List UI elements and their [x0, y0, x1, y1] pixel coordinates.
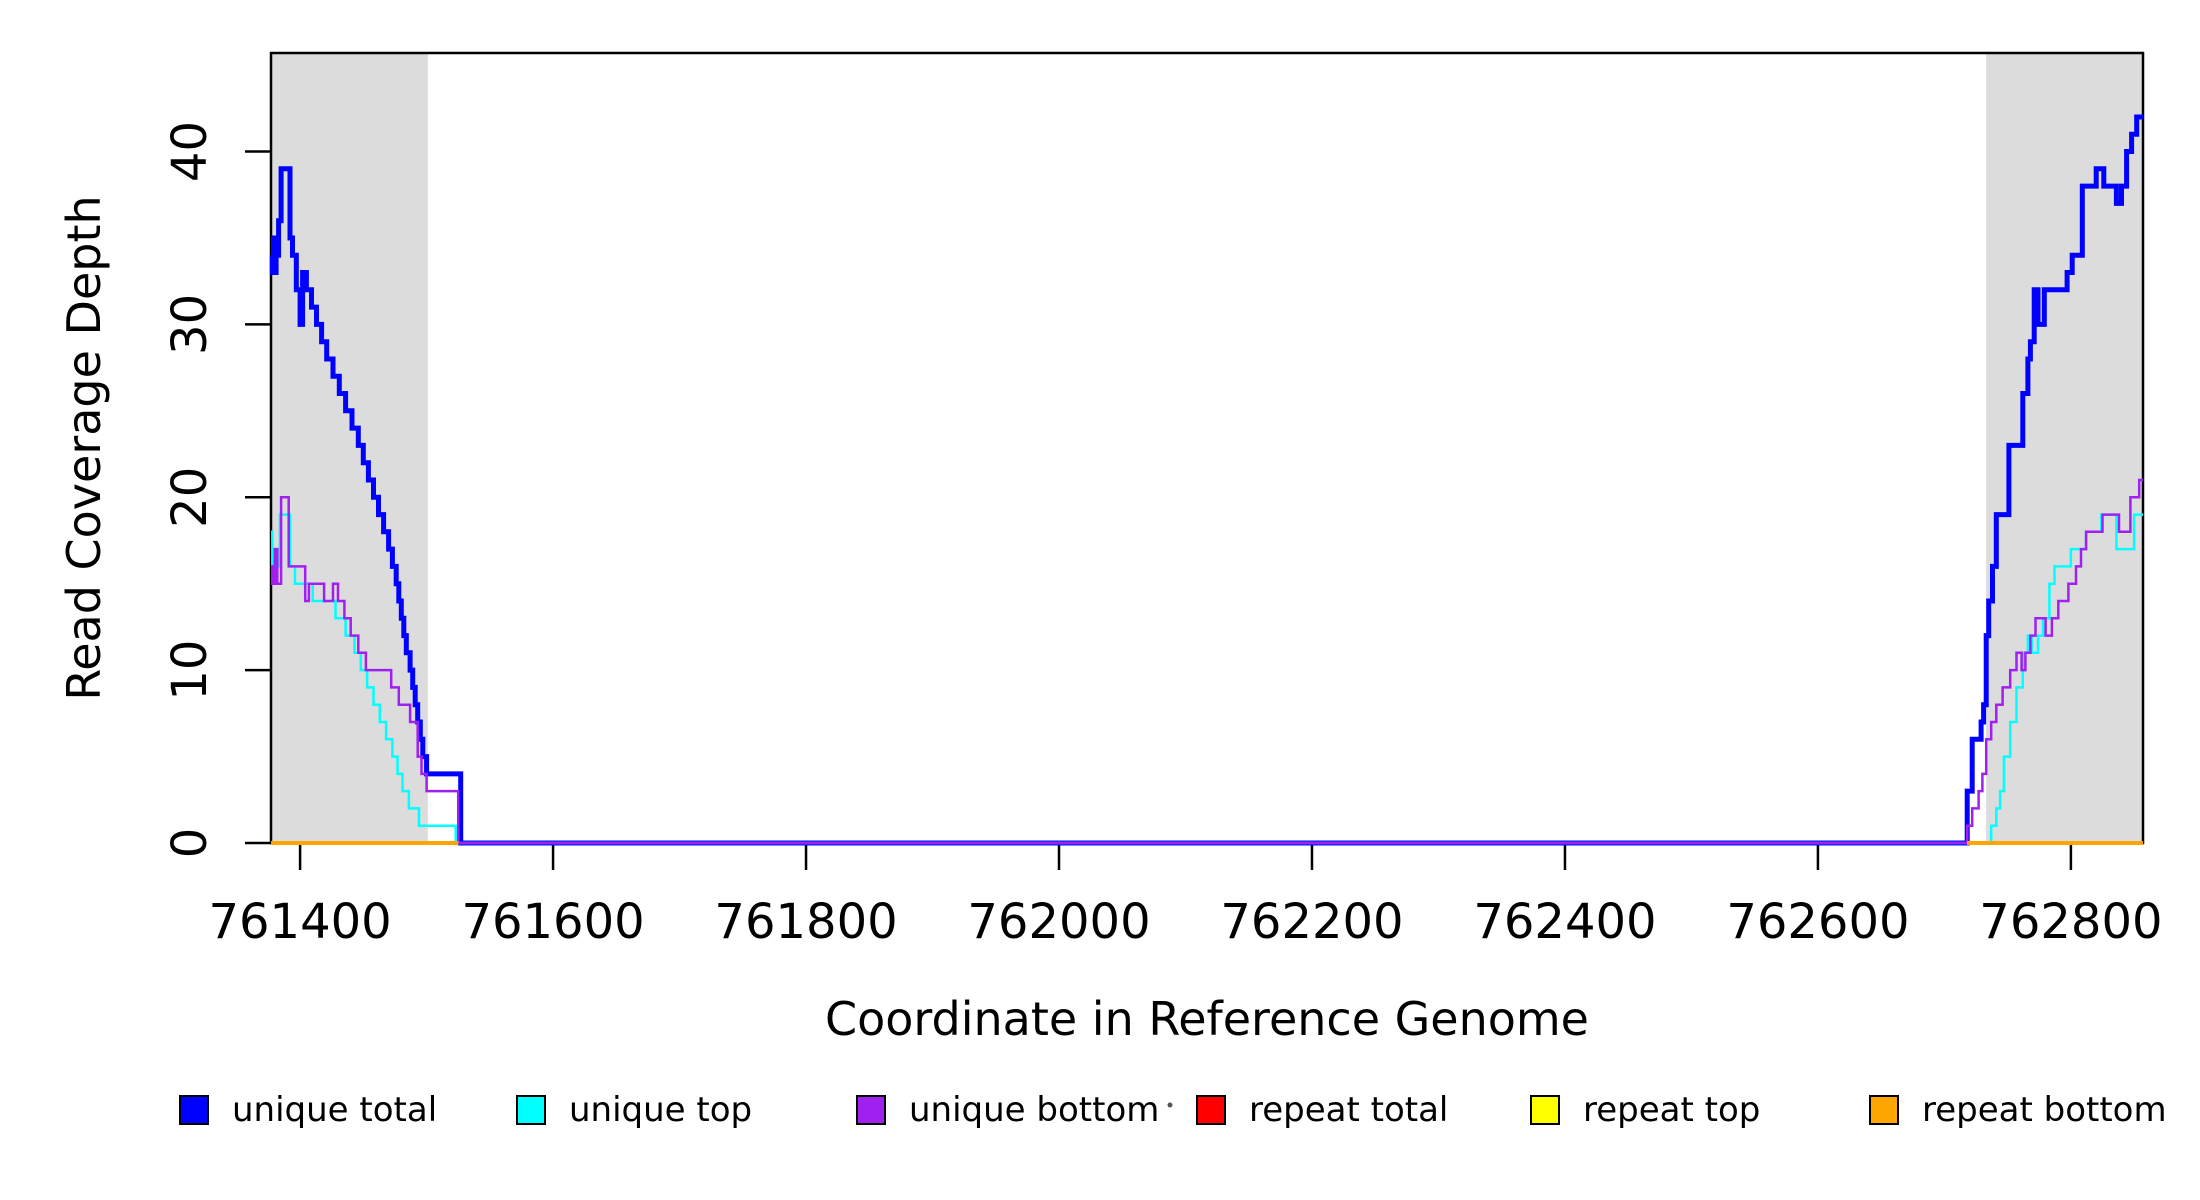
plot-border	[269, 51, 2145, 845]
legend-swatch	[1869, 1095, 1899, 1125]
legend-label: repeat total	[1249, 1090, 1448, 1130]
series-unique-total-line	[269, 114, 2143, 846]
legend-item-repeat-top: repeat top	[1530, 1090, 1760, 1130]
series-unique-bottom-line	[271, 478, 2143, 845]
stray-dot	[1167, 1102, 1173, 1108]
legend: unique total unique top unique bottom repea…	[179, 1090, 2167, 1130]
legend-label: unique top	[569, 1090, 752, 1130]
legend-swatch	[1530, 1095, 1560, 1125]
legend-item-unique-top: unique top	[516, 1090, 752, 1130]
y-axis-tick-label: 20	[162, 467, 218, 528]
x-axis-tick-label: 761400	[208, 894, 391, 950]
legend-swatch	[856, 1095, 886, 1125]
x-axis-title: Coordinate in Reference Genome	[825, 992, 1589, 1046]
legend-label: repeat top	[1583, 1090, 1760, 1130]
legend-item-repeat-total: repeat total	[1196, 1090, 1448, 1130]
legend-swatch	[516, 1095, 546, 1125]
x-axis-tick-label: 762200	[1220, 894, 1403, 950]
y-axis-tick-label: 30	[162, 294, 218, 355]
legend-item-repeat-bottom: repeat bottom	[1869, 1090, 2167, 1130]
y-axis-title: Read Coverage Depth	[57, 195, 111, 700]
x-axis-tick-label: 762400	[1473, 894, 1656, 950]
shaded-region-left	[271, 53, 428, 843]
legend-label: repeat bottom	[1922, 1090, 2167, 1130]
x-axis-tick-label: 761600	[461, 894, 644, 950]
legend-item-unique-total: unique total	[179, 1090, 437, 1130]
y-axis-tick-label: 10	[162, 640, 218, 701]
y-axis-tick-label: 40	[162, 121, 218, 182]
legend-label: unique total	[232, 1090, 437, 1130]
x-axis-tick-label: 762800	[1979, 894, 2162, 950]
x-axis-tick-label: 762600	[1726, 894, 1909, 950]
legend-item-unique-bottom: unique bottom	[856, 1090, 1159, 1130]
x-axis-tick-label: 761800	[714, 894, 897, 950]
legend-swatch	[179, 1095, 209, 1125]
x-axis-tick-label: 762000	[967, 894, 1150, 950]
y-axis-tick-label: 0	[162, 828, 218, 859]
legend-label: unique bottom	[909, 1090, 1159, 1130]
legend-swatch	[1196, 1095, 1226, 1125]
series-lines	[269, 114, 2143, 846]
axes: 0 10 20 30 40 761400 761600 761800 762000 762200 7…	[162, 121, 2163, 950]
series-unique-top-line	[271, 513, 2143, 845]
